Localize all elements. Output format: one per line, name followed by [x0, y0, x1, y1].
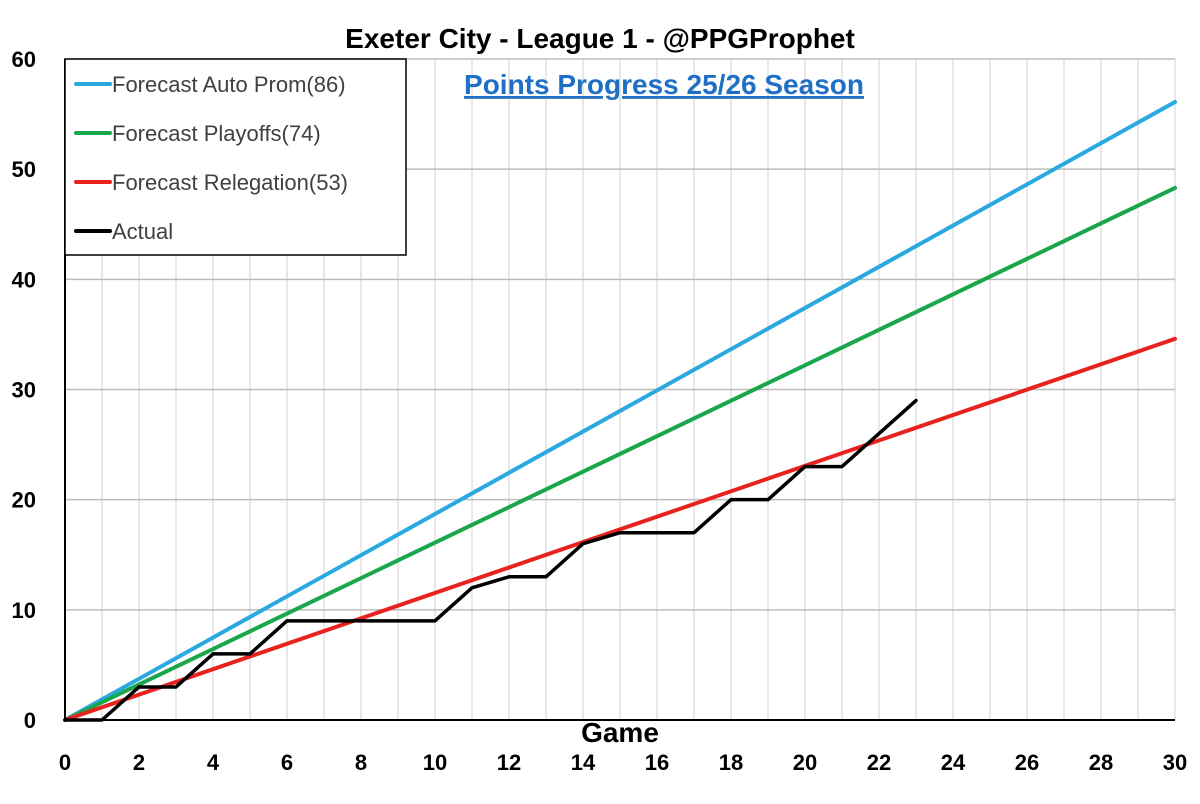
y-tick-label: 10	[12, 598, 36, 623]
x-tick-label: 0	[59, 750, 71, 775]
series-line-2	[63, 336, 1177, 722]
y-tick-label: 30	[12, 378, 36, 403]
series-layer	[63, 99, 1177, 722]
y-tick-label: 20	[12, 488, 36, 513]
y-tick-label: 0	[24, 708, 36, 733]
legend: Forecast Auto Prom(86) Forecast Playoffs(…	[64, 58, 407, 256]
series-line-3	[63, 398, 918, 722]
x-tick-label: 14	[571, 750, 596, 775]
legend-label: Actual	[112, 219, 173, 244]
series-line-0	[63, 99, 1177, 722]
x-tick-label: 18	[719, 750, 743, 775]
chart-title: Exeter City - League 1 - @PPGProphet	[345, 23, 855, 54]
x-tick-label: 20	[793, 750, 817, 775]
legend-label: Forecast Auto Prom(86)	[112, 72, 346, 97]
x-tick-label: 24	[941, 750, 966, 775]
x-tick-label: 30	[1163, 750, 1187, 775]
x-tick-label: 16	[645, 750, 669, 775]
chart-subtitle: Points Progress 25/26 Season	[464, 69, 864, 100]
x-tick-label: 26	[1015, 750, 1039, 775]
y-tick-label: 40	[12, 267, 36, 292]
x-tick-label: 4	[207, 750, 220, 775]
x-tick-label: 8	[355, 750, 367, 775]
x-tick-label: 22	[867, 750, 891, 775]
x-tick-label: 6	[281, 750, 293, 775]
legend-label: Forecast Relegation(53)	[112, 170, 348, 195]
x-axis-label: Game	[581, 717, 659, 748]
legend-box	[64, 58, 407, 256]
y-tick-label: 50	[12, 157, 36, 182]
series-line-1	[63, 185, 1177, 722]
x-tick-label: 10	[423, 750, 447, 775]
y-tick-label: 60	[12, 47, 36, 72]
x-tick-label: 12	[497, 750, 521, 775]
x-tick-label: 2	[133, 750, 145, 775]
x-tick-label: 28	[1089, 750, 1113, 775]
legend-label: Forecast Playoffs(74)	[112, 121, 321, 146]
